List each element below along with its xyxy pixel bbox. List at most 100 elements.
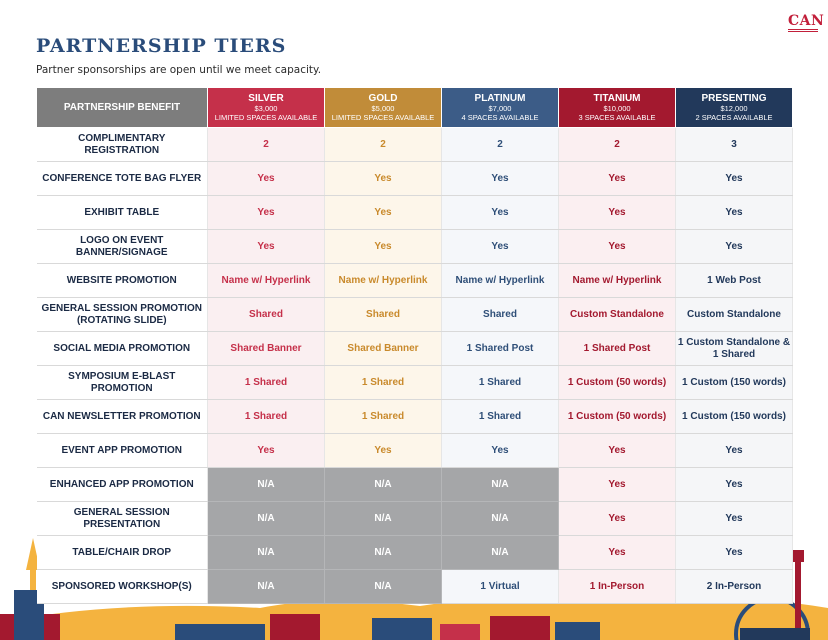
tier-cell-platinum: 2	[441, 127, 559, 162]
benefit-label: SYMPOSIUM E-BLAST PROMOTION	[36, 365, 208, 400]
tier-availability: 2 SPACES AVAILABLE	[695, 113, 773, 122]
tier-cell-titanium: 2	[558, 127, 676, 162]
tier-cell-titanium: Yes	[558, 535, 676, 570]
tier-cell-platinum: N/A	[441, 501, 559, 536]
tier-cell-silver: Yes	[207, 195, 325, 230]
tier-availability: LIMITED SPACES AVAILABLE	[214, 113, 318, 122]
tier-cell-platinum: 1 Shared	[441, 365, 559, 400]
table-row: SYMPOSIUM E-BLAST PROMOTION 1 Shared 1 Sha…	[36, 365, 793, 400]
benefit-label: TABLE/CHAIR DROP	[36, 535, 208, 570]
tier-cell-silver: Yes	[207, 229, 325, 264]
benefit-label: ENHANCED APP PROMOTION	[36, 467, 208, 502]
tier-cell-gold: 1 Shared	[324, 399, 442, 434]
tier-cell-presenting: Yes	[675, 161, 793, 196]
logo-text: CAN	[788, 13, 825, 29]
table-row: SOCIAL MEDIA PROMOTION Shared Banner Share…	[36, 331, 793, 366]
tier-cell-gold: N/A	[324, 467, 442, 502]
tier-price: $3,000	[254, 104, 278, 113]
tier-cell-gold: Yes	[324, 161, 442, 196]
tier-cell-platinum: N/A	[441, 467, 559, 502]
table-row: CAN NEWSLETTER PROMOTION 1 Shared 1 Shared…	[36, 399, 793, 434]
tier-header-platinum: PLATINUM $7,000 4 SPACES AVAILABLE	[441, 87, 559, 128]
tier-cell-silver: Yes	[207, 161, 325, 196]
tier-cell-titanium: 1 Shared Post	[558, 331, 676, 366]
tier-cell-presenting: 2 In-Person	[675, 569, 793, 604]
tier-cell-presenting: Yes	[675, 433, 793, 468]
benefit-label: SPONSORED WORKSHOP(S)	[36, 569, 208, 604]
tier-cell-platinum: Name w/ Hyperlink	[441, 263, 559, 298]
benefit-label: LOGO ON EVENT BANNER/SIGNAGE	[36, 229, 208, 264]
tier-cell-gold: Yes	[324, 433, 442, 468]
tier-availability: 4 SPACES AVAILABLE	[461, 113, 539, 122]
tier-cell-gold: N/A	[324, 569, 442, 604]
tier-name: SILVER	[248, 93, 284, 104]
tier-cell-platinum: Yes	[441, 195, 559, 230]
tier-header-presenting: PRESENTING $12,000 2 SPACES AVAILABLE	[675, 87, 793, 128]
table-row: EXHIBIT TABLE Yes Yes Yes Yes Yes	[36, 195, 793, 230]
table-row: WEBSITE PROMOTION Name w/ Hyperlink Name w…	[36, 263, 793, 298]
benefit-label: EXHIBIT TABLE	[36, 195, 208, 230]
table-row: CONFERENCE TOTE BAG FLYER Yes Yes Yes Yes Yes	[36, 161, 793, 196]
tier-cell-presenting: 1 Custom Standalone & 1 Shared	[675, 331, 793, 366]
table-body: COMPLIMENTARY REGISTRATION 2 2 2 2 3 CONFERENC…	[36, 127, 793, 604]
benefit-label: WEBSITE PROMOTION	[36, 263, 208, 298]
benefit-label: SOCIAL MEDIA PROMOTION	[36, 331, 208, 366]
table-row: SPONSORED WORKSHOP(S) N/A N/A 1 Virtual 1 In…	[36, 569, 793, 604]
tier-cell-platinum: 1 Shared Post	[441, 331, 559, 366]
tier-availability: 3 SPACES AVAILABLE	[578, 113, 656, 122]
tier-cell-gold: N/A	[324, 535, 442, 570]
tier-cell-gold: 2	[324, 127, 442, 162]
tier-cell-platinum: 1 Virtual	[441, 569, 559, 604]
tier-cell-titanium: Yes	[558, 229, 676, 264]
table-row: GENERAL SESSION PROMOTION (ROTATING SLID…	[36, 297, 793, 332]
tier-cell-presenting: Yes	[675, 467, 793, 502]
tier-cell-titanium: Yes	[558, 467, 676, 502]
tier-cell-gold: Name w/ Hyperlink	[324, 263, 442, 298]
tier-name: GOLD	[368, 93, 398, 104]
tier-header-titanium: TITANIUM $10,000 3 SPACES AVAILABLE	[558, 87, 676, 128]
city-skyline-illustration	[0, 538, 828, 640]
tier-cell-silver: Shared Banner	[207, 331, 325, 366]
tier-cell-platinum: Yes	[441, 433, 559, 468]
table-row: GENERAL SESSION PRESENTATION N/A N/A N/A Yes…	[36, 501, 793, 536]
table-row: LOGO ON EVENT BANNER/SIGNAGE Yes Yes Yes Yes…	[36, 229, 793, 264]
tier-cell-presenting: 1 Custom (150 words)	[675, 365, 793, 400]
tier-cell-silver: 1 Shared	[207, 399, 325, 434]
tier-price: $7,000	[488, 104, 512, 113]
tier-cell-titanium: Yes	[558, 501, 676, 536]
page-subtitle: Partner sponsorships are open until we m…	[36, 64, 322, 76]
benefit-label: CAN NEWSLETTER PROMOTION	[36, 399, 208, 434]
tier-cell-titanium: Name w/ Hyperlink	[558, 263, 676, 298]
benefit-label: GENERAL SESSION PRESENTATION	[36, 501, 208, 536]
table-row: TABLE/CHAIR DROP N/A N/A N/A Yes Yes	[36, 535, 793, 570]
can-logo: CAN	[788, 13, 825, 32]
tier-cell-gold: Shared Banner	[324, 331, 442, 366]
tier-cell-silver: Yes	[207, 433, 325, 468]
tier-cell-titanium: 1 In-Person	[558, 569, 676, 604]
tier-cell-silver: 2	[207, 127, 325, 162]
benefit-label: CONFERENCE TOTE BAG FLYER	[36, 161, 208, 196]
tier-cell-platinum: Yes	[441, 161, 559, 196]
tier-price: $5,000	[371, 104, 395, 113]
tier-cell-presenting: Yes	[675, 229, 793, 264]
tier-cell-presenting: Yes	[675, 501, 793, 536]
tier-cell-presenting: 1 Custom (150 words)	[675, 399, 793, 434]
table-row: COMPLIMENTARY REGISTRATION 2 2 2 2 3	[36, 127, 793, 162]
tier-header-gold: GOLD $5,000 LIMITED SPACES AVAILABLE	[324, 87, 442, 128]
tier-name: PRESENTING	[701, 93, 767, 104]
tier-price: $12,000	[720, 104, 748, 113]
tier-header-silver: SILVER $3,000 LIMITED SPACES AVAILABLE	[207, 87, 325, 128]
tier-name: TITANIUM	[593, 93, 641, 104]
tier-cell-gold: Yes	[324, 229, 442, 264]
tier-availability: LIMITED SPACES AVAILABLE	[331, 113, 435, 122]
tier-cell-silver: N/A	[207, 467, 325, 502]
tier-price: $10,000	[603, 104, 631, 113]
tier-cell-silver: N/A	[207, 535, 325, 570]
tier-cell-gold: N/A	[324, 501, 442, 536]
tier-cell-silver: Name w/ Hyperlink	[207, 263, 325, 298]
page-title: PARTNERSHIP TIERS	[36, 35, 287, 57]
tier-cell-platinum: 1 Shared	[441, 399, 559, 434]
tier-cell-silver: N/A	[207, 501, 325, 536]
table-row: EVENT APP PROMOTION Yes Yes Yes Yes Yes	[36, 433, 793, 468]
tier-cell-presenting: Yes	[675, 195, 793, 230]
